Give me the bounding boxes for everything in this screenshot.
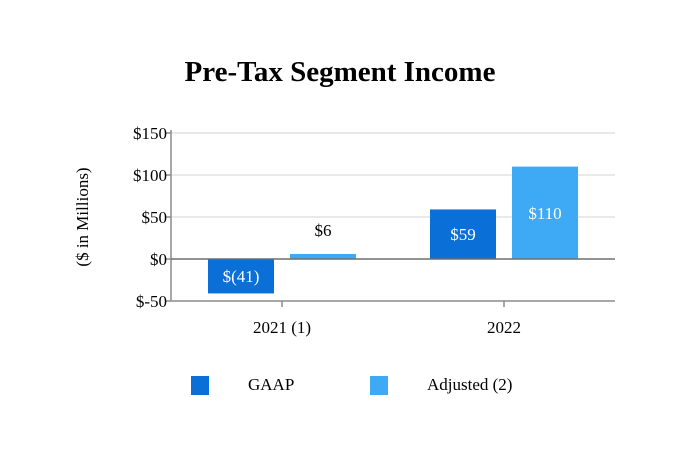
- legend-label-adjusted: Adjusted (2): [427, 375, 513, 394]
- y-tick-label: $50: [142, 208, 168, 227]
- legend-item-gaap: GAAP: [191, 374, 294, 396]
- data-label: $110: [528, 204, 561, 223]
- bar-gaap: [208, 259, 274, 294]
- y-tick-label: $0: [150, 250, 167, 269]
- data-label: $6: [315, 221, 332, 240]
- legend-swatch-gaap: [191, 375, 209, 395]
- bar-adjusted: [290, 253, 356, 259]
- y-axis-title: ($ in Millions): [73, 167, 92, 266]
- bar-gaap: [430, 209, 496, 259]
- legend-swatch-adjusted: [370, 375, 388, 395]
- legend-item-adjusted: Adjusted (2): [370, 374, 512, 396]
- x-tick-label: 2022: [487, 318, 521, 337]
- chart-title: Pre-Tax Segment Income: [184, 56, 496, 88]
- x-tick-label: 2021 (1): [253, 318, 311, 337]
- y-tick-label: $100: [133, 166, 167, 185]
- y-tick-label: $-50: [136, 292, 167, 311]
- bar-adjusted: [512, 166, 578, 259]
- y-tick-label: $150: [133, 124, 167, 143]
- data-label: $59: [450, 225, 476, 244]
- data-label: $(41): [223, 267, 260, 286]
- legend-label-gaap: GAAP: [248, 375, 295, 394]
